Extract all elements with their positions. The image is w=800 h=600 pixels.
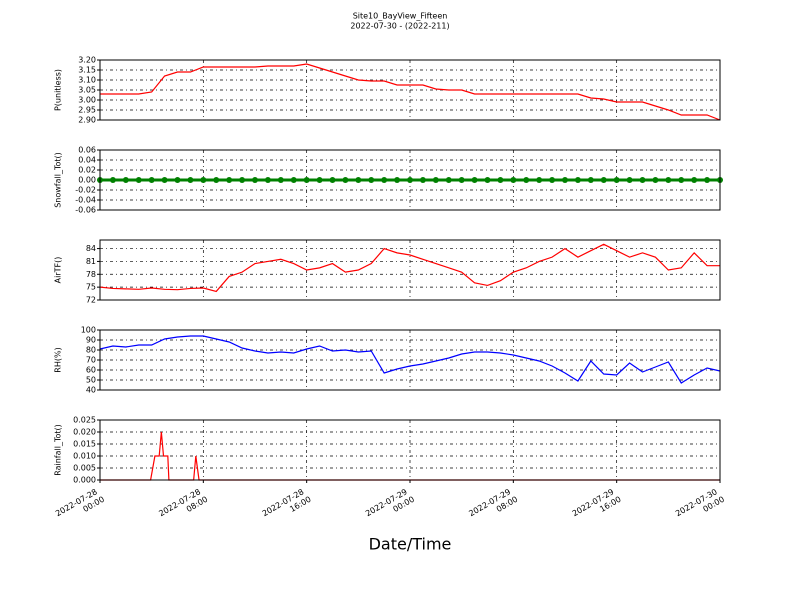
data-point <box>239 177 246 183</box>
y-tick-label: 70 <box>86 356 96 365</box>
y-tick-label: 3.10 <box>78 76 96 85</box>
axes-frame <box>99 149 721 211</box>
axes-frame <box>99 239 721 301</box>
axes-frame <box>99 59 721 121</box>
y-axis-label: Rainfall_Tot() <box>54 424 63 476</box>
y-tick-label: 40 <box>86 386 96 395</box>
y-tick-label: 3.20 <box>78 56 96 65</box>
y-tick-label: 81 <box>86 257 96 266</box>
y-tick-label: 0.02 <box>78 166 96 175</box>
data-point <box>316 177 323 183</box>
chart-subtitle: 2022-07-30 - (2022-211) <box>350 22 449 31</box>
data-point <box>574 177 581 183</box>
y-tick-label: 0.00 <box>78 176 96 185</box>
data-point <box>665 177 672 183</box>
data-point <box>148 177 155 183</box>
data-point <box>471 177 478 183</box>
y-tick-label: -0.04 <box>75 196 96 205</box>
data-line <box>100 431 720 481</box>
y-tick-label: 0.005 <box>73 464 96 473</box>
data-line <box>100 63 721 121</box>
data-point <box>613 177 620 183</box>
y-tick-label: 80 <box>86 346 96 355</box>
y-tick-label: 75 <box>86 283 96 292</box>
y-tick-label: 90 <box>86 336 96 345</box>
data-point <box>407 177 413 183</box>
data-point <box>510 177 517 183</box>
data-point <box>303 177 310 183</box>
data-point <box>109 177 116 183</box>
data-point <box>445 177 452 183</box>
data-point <box>536 177 543 183</box>
data-point <box>523 177 530 183</box>
data-point <box>562 177 568 183</box>
data-point <box>484 177 491 183</box>
y-tick-label: -0.02 <box>75 186 96 195</box>
y-tick-label: 3.00 <box>78 96 96 105</box>
y-tick-label: 0.06 <box>78 146 96 155</box>
data-point <box>458 177 465 183</box>
y-tick-label: 78 <box>86 270 96 279</box>
data-point <box>342 177 349 183</box>
y-tick-label: 0.025 <box>73 416 96 425</box>
y-axis-label: AirTF() <box>54 257 63 284</box>
data-point <box>122 177 129 183</box>
data-point <box>432 177 439 183</box>
data-point <box>678 177 685 183</box>
data-point <box>626 177 633 183</box>
data-point <box>497 177 504 183</box>
data-point <box>381 177 388 183</box>
chart-title: Site10_BayView_Fifteen <box>353 12 448 21</box>
data-point <box>704 177 711 183</box>
y-tick-label: 100 <box>81 326 96 335</box>
data-point <box>213 177 220 183</box>
y-tick-label: 0.010 <box>73 452 96 461</box>
data-point <box>329 177 336 183</box>
data-point <box>549 177 556 183</box>
y-axis-label: P(unitless) <box>54 69 63 111</box>
y-tick-label: 2.90 <box>78 116 96 125</box>
y-tick-label: 0.04 <box>78 156 96 165</box>
y-tick-label: 84 <box>86 244 96 253</box>
y-tick-label: 2.95 <box>78 106 96 115</box>
y-tick-label: 3.15 <box>78 66 96 75</box>
data-point <box>368 177 375 183</box>
y-tick-label: 0.020 <box>73 428 96 437</box>
x-axis-label: Date/Time <box>369 535 452 554</box>
y-tick-label: 0.015 <box>73 440 96 449</box>
data-point <box>252 177 258 183</box>
data-point <box>187 177 194 183</box>
y-tick-label: 0.000 <box>73 476 96 485</box>
y-tick-label: 3.05 <box>78 86 96 95</box>
data-point <box>264 177 271 183</box>
data-point <box>639 177 646 183</box>
y-tick-label: 72 <box>86 296 96 305</box>
data-point <box>600 177 607 183</box>
data-point <box>394 177 401 183</box>
data-point <box>174 177 181 183</box>
y-axis-label: Snowfall_Tot() <box>54 152 63 208</box>
y-tick-label: 50 <box>86 376 96 385</box>
y-axis-label: RH(%) <box>54 347 63 372</box>
data-point <box>587 177 594 183</box>
data-point <box>200 177 207 183</box>
data-point <box>226 177 233 183</box>
y-tick-label: -0.06 <box>75 206 96 215</box>
data-point <box>161 177 168 183</box>
data-line <box>99 335 721 384</box>
data-point <box>419 177 426 183</box>
y-tick-label: 60 <box>86 366 96 375</box>
data-point <box>277 177 284 183</box>
data-line <box>99 243 720 293</box>
data-point <box>691 177 698 183</box>
data-point <box>135 177 142 183</box>
data-point <box>290 177 297 183</box>
data-point <box>355 177 362 183</box>
data-point <box>652 177 659 183</box>
axes-frame <box>99 329 721 391</box>
